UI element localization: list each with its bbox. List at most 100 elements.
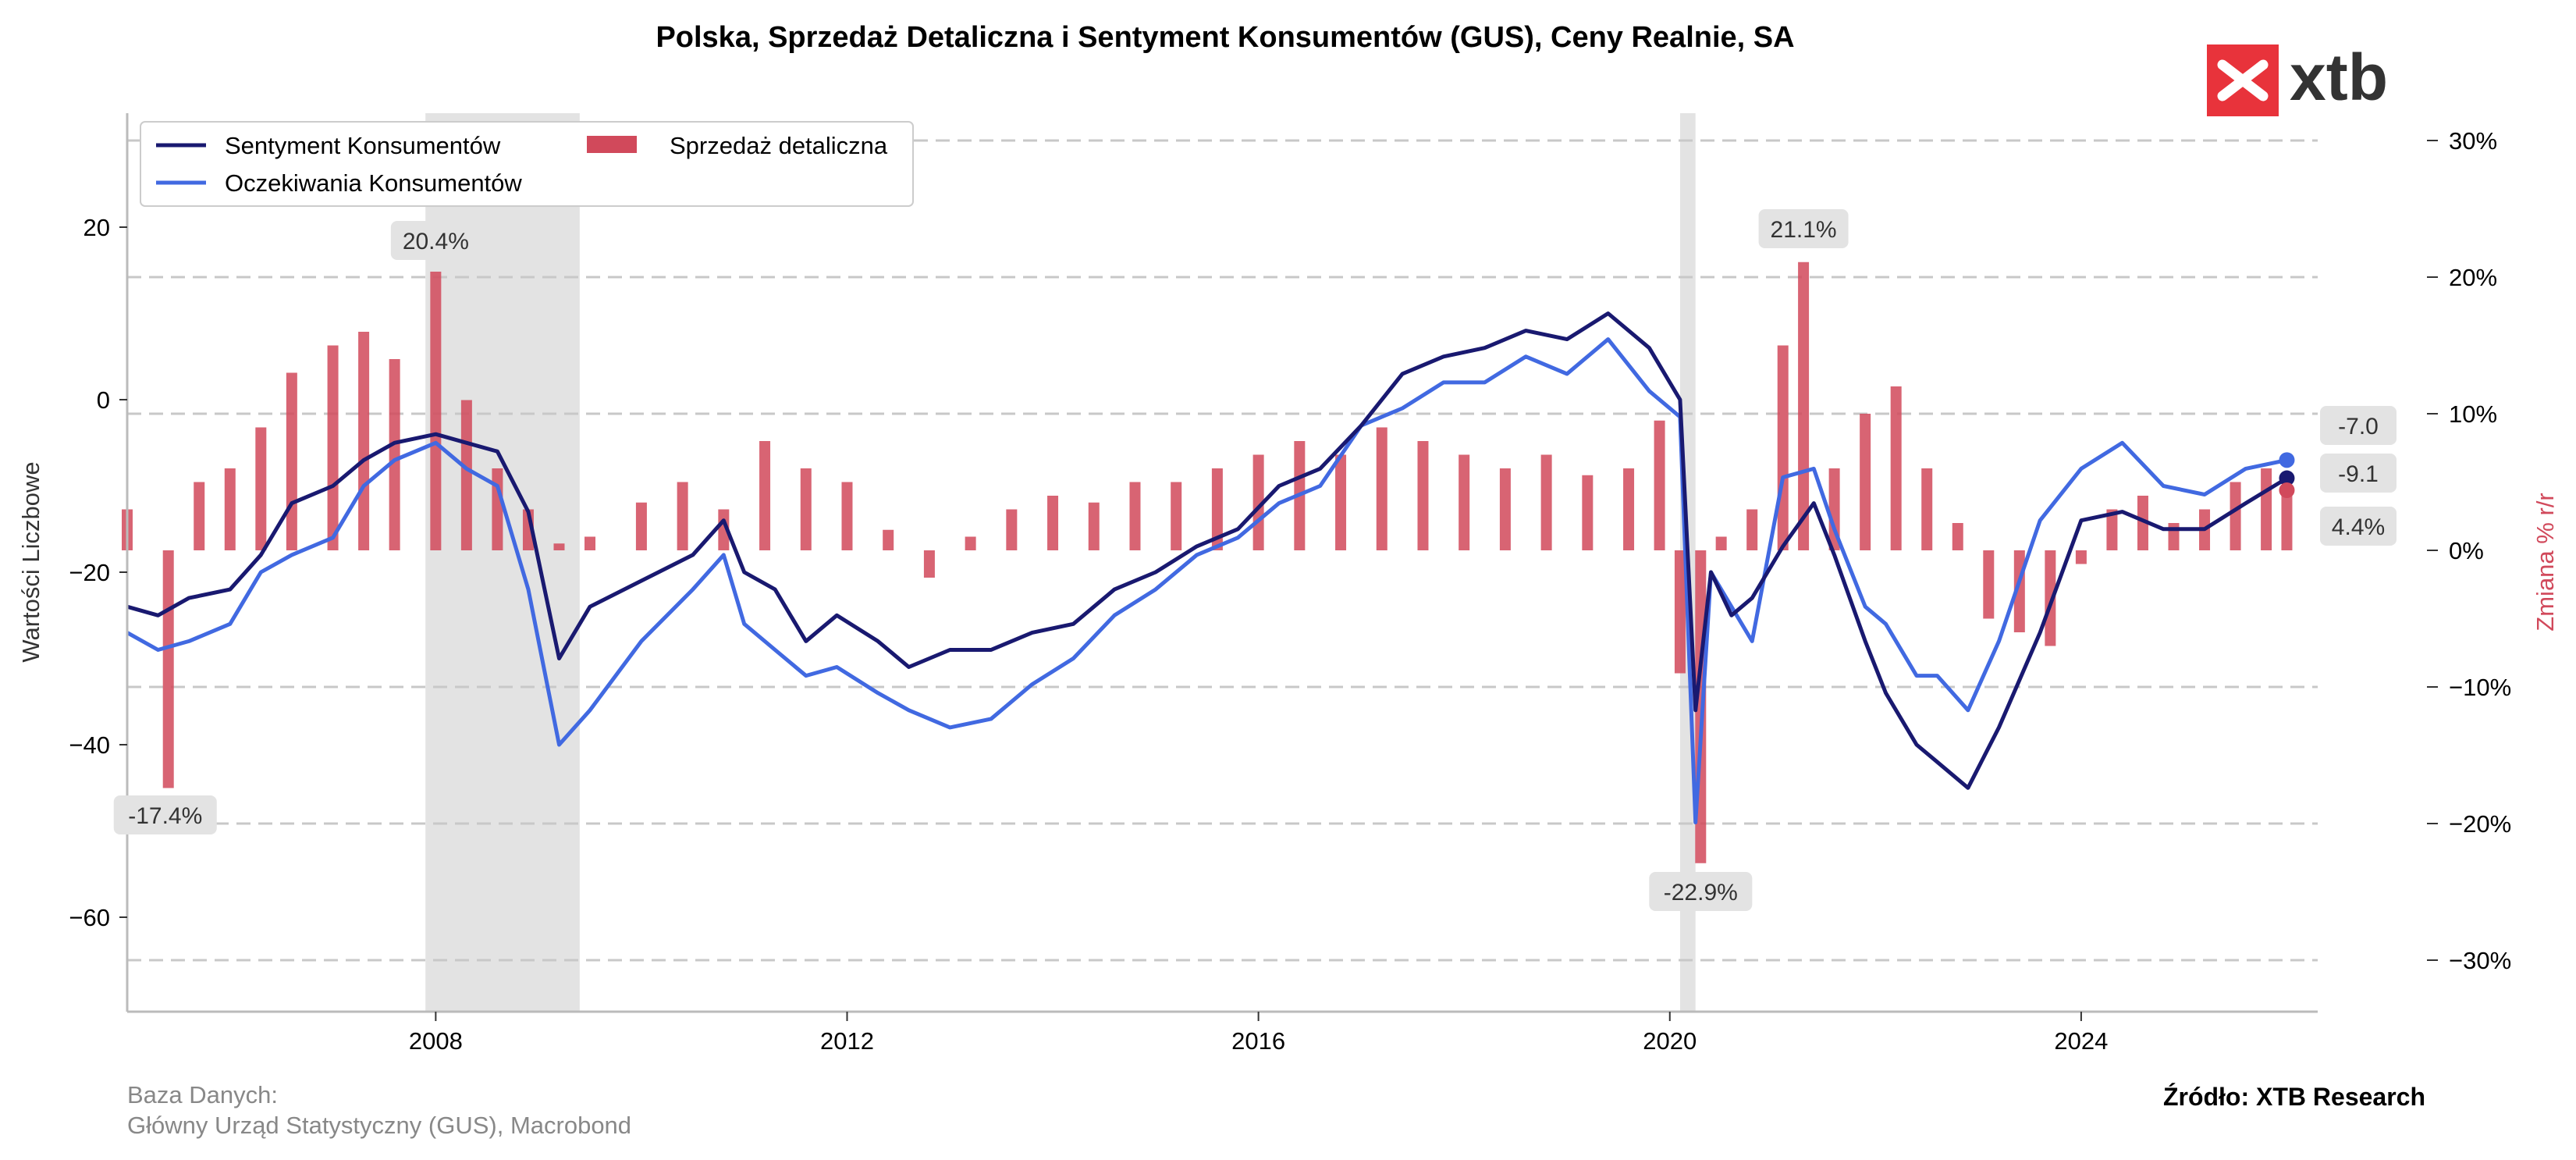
- annotation-trough-2005: -17.4%: [128, 803, 202, 829]
- x-tick-label: 2012: [820, 1027, 874, 1055]
- sentiment-line: [126, 311, 2288, 790]
- axes: 20 0 −20 −40 −60 30% 20% 10% 0% −10% −20% −30% 2008 2…: [69, 113, 2511, 1055]
- retail-bar: [841, 482, 853, 550]
- x-tick-label: 2020: [1643, 1027, 1697, 1055]
- shade-period-0: [425, 113, 580, 1012]
- retail-bar: [1171, 482, 1182, 550]
- retail-bar: [1417, 441, 1429, 550]
- retail-bar: [327, 345, 339, 550]
- annotation-peak-2021: 21.1%: [1771, 217, 1837, 243]
- y2-tick-label: −30%: [2449, 947, 2511, 974]
- retail-end-marker: [2279, 482, 2295, 498]
- retail-bar: [1459, 454, 1470, 550]
- retail-bar: [2106, 509, 2118, 550]
- label-expectations-last-box: [2320, 406, 2397, 445]
- y-tick-label: 0: [97, 386, 110, 414]
- source-label: Baza Danych:: [127, 1081, 278, 1108]
- retail-bar: [2137, 496, 2148, 550]
- retail-bar: [492, 468, 503, 550]
- retail-bar: [162, 550, 174, 788]
- y-tick-label: −20: [69, 559, 110, 586]
- retail-bar: [1860, 414, 1871, 550]
- y2-tick-label: 30%: [2449, 127, 2497, 155]
- retail-bar: [460, 400, 472, 550]
- annotation-peak-2008: 20.4%: [403, 229, 469, 254]
- label-retail-last: 4.4%: [2332, 514, 2385, 540]
- logo-text: xtb: [2290, 41, 2388, 114]
- retail-bar: [965, 536, 976, 550]
- retail-bar: [1798, 262, 1810, 550]
- retail-bar: [1047, 496, 1059, 550]
- annotation-peak-2021-box: [1758, 209, 1849, 248]
- retail-bar: [1952, 523, 1963, 550]
- xtb-logo: xtb: [2207, 41, 2388, 116]
- y2-tick-label: 20%: [2449, 264, 2497, 291]
- retail-bar: [1715, 536, 1727, 550]
- y-tick-label: −60: [69, 904, 110, 931]
- retail-bar: [2045, 550, 2056, 646]
- y-axis-label: Wartości Liczbowe: [17, 461, 44, 662]
- retail-bar: [759, 441, 771, 550]
- x-tick-label: 2024: [2054, 1027, 2108, 1055]
- retail-bar: [430, 272, 442, 550]
- y2-tick-label: −10%: [2449, 674, 2511, 701]
- legend-sentiment: Sentyment Konsumentów: [225, 132, 501, 159]
- retail-bar: [1252, 454, 1264, 550]
- retail-bar: [358, 332, 370, 550]
- retail-bar: [584, 536, 596, 550]
- annotation-peak-2008-box: [390, 221, 481, 260]
- retail-bar: [2230, 482, 2241, 550]
- sentiment-lines: [126, 311, 2295, 824]
- sentiment-end-marker: [2279, 470, 2295, 486]
- annotation-trough-2005-box: [113, 795, 217, 834]
- retail-bar: [923, 550, 935, 578]
- retail-bar: [1654, 420, 1665, 550]
- y-tick-label: 20: [83, 214, 110, 241]
- retail-bar: [677, 482, 688, 550]
- retail-bar: [2281, 490, 2293, 550]
- retail-bar: [883, 529, 894, 550]
- retail-bar: [1006, 509, 1018, 550]
- label-sentiment-last: -9.1: [2338, 461, 2379, 487]
- expectations-end-marker: [2279, 452, 2295, 468]
- retail-bar: [1129, 482, 1141, 550]
- y-tick-label: −40: [69, 731, 110, 759]
- annotation-trough-2020-box: [1649, 872, 1753, 911]
- chart-title: Polska, Sprzedaż Detaliczna i Sentyment …: [656, 21, 1794, 54]
- retail-bar: [1540, 454, 1552, 550]
- retail-bar: [2168, 523, 2180, 550]
- legend: Sentyment Konsumentów Oczekiwania Konsum…: [140, 121, 914, 207]
- retail-bar: [194, 482, 205, 550]
- expectations-line: [126, 337, 2288, 824]
- retail-bar: [1674, 550, 1686, 674]
- retail-bar: [389, 359, 400, 550]
- label-retail-last-box: [2320, 507, 2397, 546]
- y2-tick-label: 0%: [2449, 537, 2484, 564]
- retail-bar: [224, 468, 236, 550]
- retail-bar: [553, 543, 565, 550]
- retail-bar: [1582, 475, 1594, 550]
- retail-bar: [286, 372, 297, 550]
- retail-bar: [1335, 454, 1347, 550]
- legend-retail: Sprzedaż detaliczna: [670, 132, 888, 159]
- retail-bar: [1746, 509, 1758, 550]
- retail-bar: [1376, 427, 1387, 550]
- retail-bar: [1983, 550, 1995, 619]
- x-tick-label: 2016: [1231, 1027, 1285, 1055]
- retail-bar: [1777, 345, 1789, 550]
- retail-bar: [718, 509, 730, 550]
- source-text: Główny Urząd Statystyczny (GUS), Macrobo…: [127, 1112, 631, 1139]
- shaded-periods: [425, 113, 1696, 1012]
- label-expectations-last: -7.0: [2338, 414, 2379, 439]
- retail-bar: [2075, 550, 2087, 564]
- retail-bar: [1921, 468, 1933, 550]
- y2-tick-label: −20%: [2449, 810, 2511, 838]
- retail-bar: [1890, 386, 1902, 550]
- retail-bar: [255, 427, 267, 550]
- annotations: 20.4% -17.4% 21.1% -22.9% -7.0 -9.1 4.4%: [113, 209, 2397, 911]
- retail-bar: [635, 502, 647, 550]
- retail-bar: [2261, 468, 2272, 550]
- retail-bar: [1211, 468, 1223, 550]
- gridlines: [127, 139, 2318, 962]
